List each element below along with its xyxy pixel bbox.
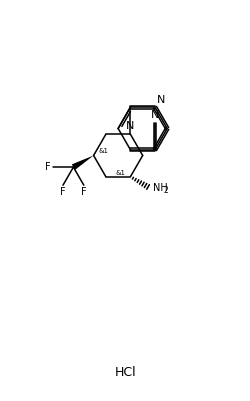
Text: N: N: [126, 121, 134, 131]
Polygon shape: [72, 156, 93, 170]
Text: HCl: HCl: [114, 366, 136, 379]
Text: N: N: [150, 110, 158, 120]
Text: F: F: [45, 162, 50, 172]
Text: &1: &1: [98, 148, 108, 154]
Text: 2: 2: [163, 186, 168, 195]
Text: F: F: [81, 187, 86, 197]
Text: N: N: [156, 95, 165, 105]
Text: F: F: [60, 187, 66, 197]
Text: &1: &1: [114, 170, 124, 176]
Text: NH: NH: [152, 183, 167, 193]
